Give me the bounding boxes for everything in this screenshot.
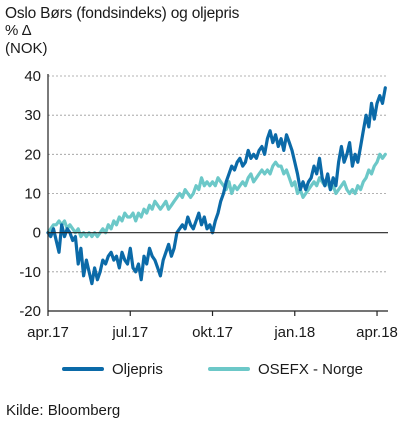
- unit-label-currency: (NOK): [5, 40, 48, 57]
- source-note: Kilde: Bloomberg: [6, 402, 121, 419]
- y-tick-label: 20: [24, 146, 41, 163]
- legend-label-oljepris: Oljepris: [112, 360, 163, 378]
- axes: [47, 74, 388, 316]
- x-tick-label: apr.17: [27, 324, 69, 341]
- legend-item-oljepris: Oljepris: [62, 360, 163, 378]
- y-tick-label: -10: [19, 264, 41, 281]
- y-tick-label: 30: [24, 107, 41, 124]
- y-tick-label: 10: [24, 186, 41, 203]
- chart-title: Oslo Børs (fondsindeks) og oljepris: [5, 5, 240, 22]
- series-lines: [46, 86, 387, 286]
- series-line-oljepris: [46, 86, 387, 286]
- legend-swatch-osefx: [208, 367, 250, 371]
- y-tick-label: -20: [19, 303, 41, 320]
- y-tick-labels: -20 -10 0 10 20 30 40: [19, 68, 41, 320]
- legend-swatch-oljepris: [62, 367, 104, 371]
- y-tick-label: 0: [33, 225, 41, 242]
- x-tick-labels: apr.17 jul.17 okt.17 jan.18 apr.18: [27, 324, 398, 341]
- x-tick-label: jul.17: [111, 324, 148, 341]
- x-tick-label: jan.18: [273, 324, 315, 341]
- legend-item-osefx: OSEFX - Norge: [208, 360, 363, 378]
- legend-label-osefx: OSEFX - Norge: [258, 360, 364, 378]
- y-tick-label: 40: [24, 68, 41, 85]
- x-tick-label: okt.17: [192, 324, 233, 341]
- unit-label-percent: % Δ: [5, 22, 32, 39]
- series-line-osefx: [46, 152, 387, 239]
- x-tick-label: apr.18: [356, 324, 398, 341]
